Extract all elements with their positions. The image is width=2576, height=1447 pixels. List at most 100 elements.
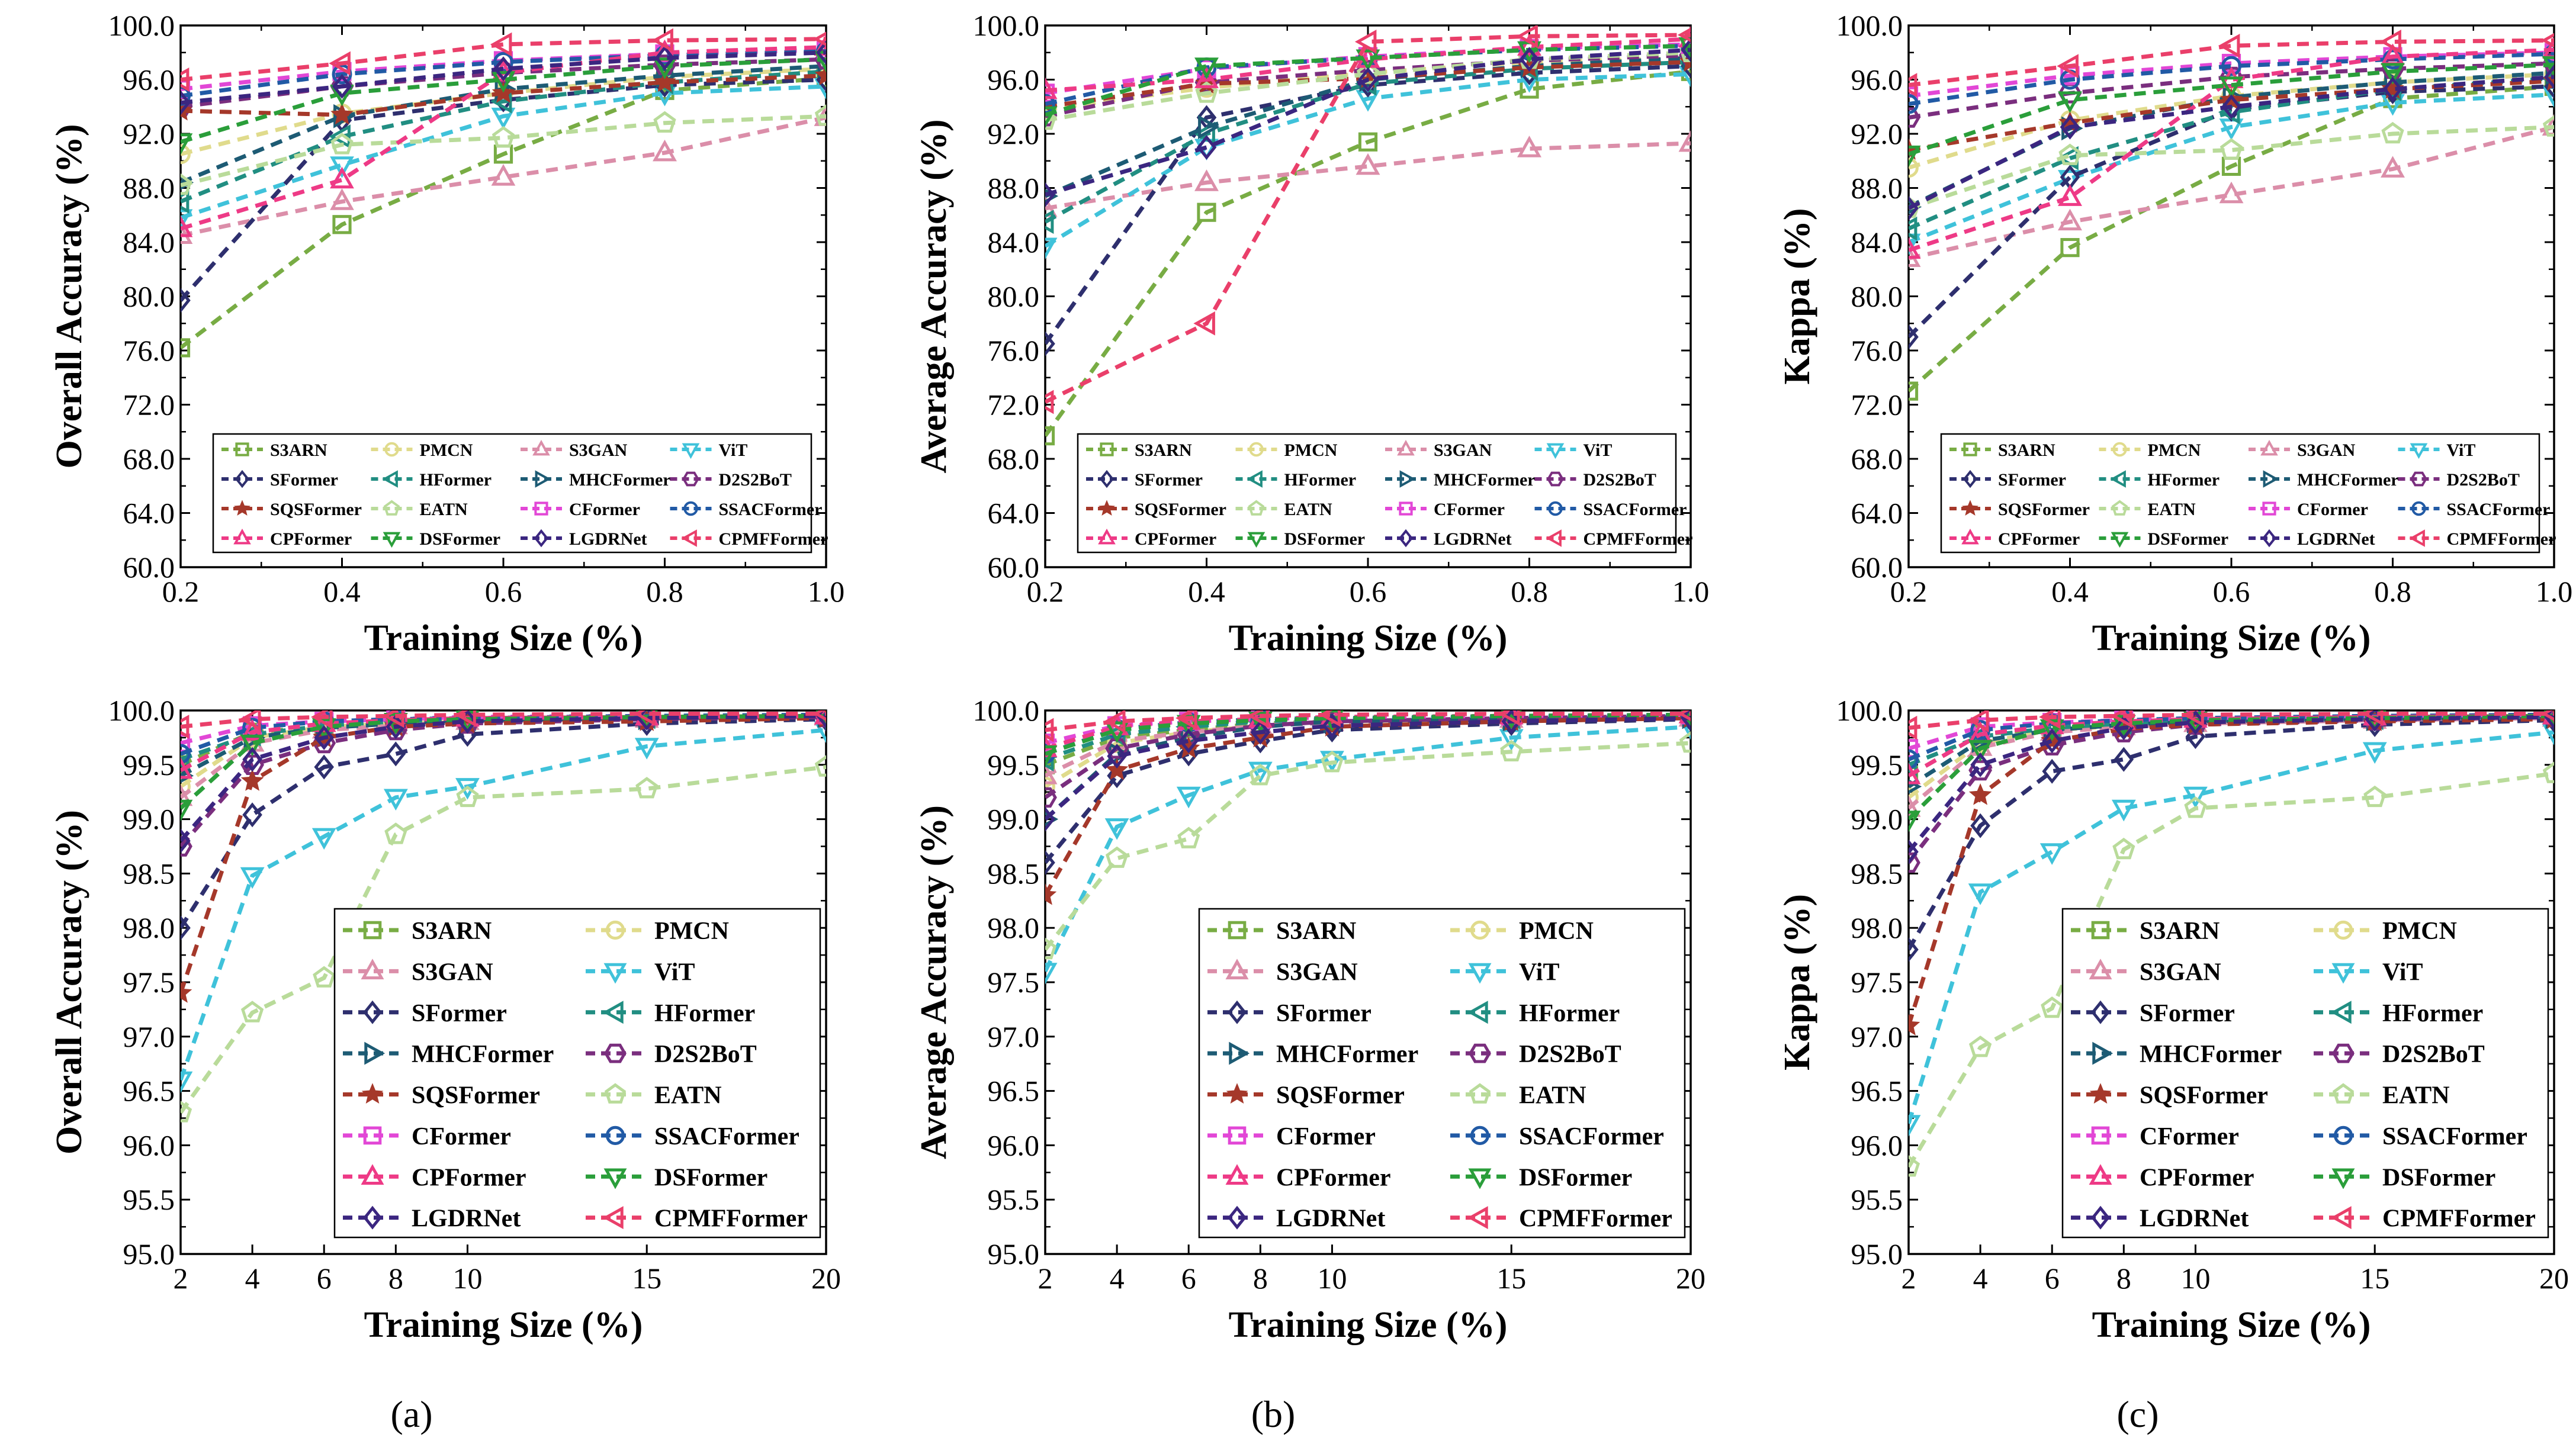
legend-marker-hformer: [1247, 470, 1263, 488]
data-point-vit: [330, 156, 354, 178]
data-point-cpmfformer: [2540, 710, 2554, 721]
legend-label-sformer: SFormer: [1276, 1000, 1371, 1027]
legend-marker-sqsformer: [2089, 1083, 2112, 1104]
legend-label-ssacformer: SSACFormer: [654, 1123, 799, 1150]
data-point-sformer: [242, 802, 262, 828]
data-point-dsformer: [1909, 145, 1921, 168]
data-point-ssacformer: [181, 86, 191, 106]
x-axis-title: Training Size (%): [2092, 618, 2371, 658]
y-tick-label: 100.0: [1836, 694, 1903, 727]
y-tick-label: 60.0: [988, 551, 1040, 584]
y-axis-title: Overall Accuracy (%): [49, 124, 89, 469]
legend-marker-s3arn: [363, 921, 382, 940]
data-point-eatn: [1909, 1155, 1920, 1177]
legend-marker-ssacformer: [2333, 1126, 2353, 1145]
legend-marker-cformer: [534, 501, 548, 516]
legend-marker-d2s2bot: [2332, 1043, 2355, 1063]
data-point-cpmfformer: [311, 710, 333, 729]
chart-bottom-b: 95.0 95.5 96.0 96.5 97.0 97.5 98.0 98.5 99.0 99.5…: [914, 694, 1705, 1345]
data-point-vit: [2542, 86, 2554, 108]
series-line-lgdrnet: [181, 713, 826, 843]
y-tick-label: 76.0: [988, 334, 1040, 367]
legend-label-s3arn: S3ARN: [1135, 440, 1192, 460]
legend-label-mhcformer: MHCFormer: [412, 1041, 554, 1068]
legend-marker-sformer: [1227, 1000, 1247, 1024]
legend-marker-sformer: [235, 470, 250, 488]
data-point-s3gan: [1356, 153, 1380, 175]
y-tick-label: 97.5: [123, 966, 175, 999]
data-point-eatn: [181, 1101, 192, 1123]
data-point-cpmfformer: [1175, 710, 1197, 731]
data-point-cformer: [181, 733, 191, 753]
data-point-sformer: [2042, 758, 2063, 784]
legend-label-eatn: EATN: [2382, 1082, 2450, 1110]
legend-label-s3gan: S3GAN: [2140, 959, 2221, 986]
data-point-lgdrnet: [181, 828, 191, 854]
series-line-sformer: [1909, 718, 2554, 951]
x-tick-label: 6: [317, 1262, 332, 1295]
legend-label-pmcn: PMCN: [654, 918, 729, 945]
legend-label-dsformer: DSFormer: [654, 1164, 767, 1191]
legend-marker-cformer: [1228, 1126, 1247, 1145]
data-point-lgdrnet: [1107, 744, 1127, 769]
y-tick-label: 64.0: [988, 497, 1040, 530]
y-tick-label: 95.5: [988, 1183, 1040, 1216]
data-point-lgdrnet: [2060, 114, 2080, 140]
data-point-sqsformer: [181, 981, 192, 1003]
series-line-eatn: [1045, 741, 1691, 951]
y-axis-title: Average Accuracy (%): [914, 805, 954, 1159]
y-tick-label: 96.0: [988, 63, 1040, 97]
x-tick-label: 2: [1038, 1262, 1053, 1295]
panel-label-c: (c): [2116, 1393, 2159, 1435]
x-axis-title: Training Size (%): [364, 618, 643, 658]
data-point-dsformer: [181, 799, 193, 822]
data-point-sformer: [1045, 331, 1055, 356]
data-point-sqsformer: [240, 769, 264, 791]
legend-marker-cpmfformer: [1546, 529, 1562, 547]
data-point-lgdrnet: [1045, 182, 1055, 207]
data-point-cpformer: [1909, 763, 1921, 784]
data-point-cpmfformer: [1516, 25, 1538, 49]
data-point-cpformer: [2542, 37, 2554, 59]
y-tick-label: 100.0: [108, 9, 175, 42]
legend-marker-pmcn: [384, 442, 399, 457]
legend-marker-pmcn: [605, 920, 625, 940]
data-point-mhcformer: [2545, 60, 2554, 85]
legend-label-vit: ViT: [1583, 440, 1613, 460]
y-tick-label: 97.0: [1851, 1020, 1903, 1053]
legend: S3ARN PMCN S3GAN ViT SFormer HFormer MHCFormer…: [2061, 908, 2549, 1239]
data-point-cpmfformer: [1909, 73, 1917, 98]
data-point-vit: [240, 867, 265, 889]
y-tick-label: 98.5: [988, 857, 1040, 890]
data-point-lgdrnet: [1681, 37, 1691, 63]
legend-label-vit: ViT: [1519, 959, 1559, 986]
legend-marker-cpformer: [1961, 528, 1979, 545]
data-point-eatn: [2058, 143, 2082, 165]
data-point-eatn: [2041, 996, 2064, 1018]
data-point-d2s2bot: [1679, 45, 1691, 66]
y-tick-label: 99.5: [988, 748, 1040, 782]
data-point-cpmfformer: [2039, 710, 2061, 729]
data-point-eatn: [1249, 764, 1272, 786]
x-tick-label: 0.8: [1511, 575, 1548, 608]
data-point-cpmfformer: [1967, 710, 1989, 732]
legend-marker-cpformer: [233, 528, 251, 545]
legend-label-sformer: SFormer: [2140, 1000, 2235, 1027]
data-point-cpmfformer: [2362, 710, 2384, 726]
x-tick-label: 6: [2045, 1262, 2060, 1295]
data-point-cpmfformer: [1319, 710, 1341, 727]
legend-label-vit: ViT: [2382, 959, 2423, 986]
data-point-lgdrnet: [1519, 47, 1540, 72]
data-point-ssacformer: [1045, 94, 1055, 114]
data-point-vit: [1176, 786, 1201, 809]
legend-marker-dsformer: [1247, 532, 1265, 548]
data-point-vit: [1248, 761, 1273, 784]
data-point-cpformer: [1194, 66, 1219, 88]
series-group: [1045, 25, 1691, 446]
legend-label-s3arn: S3ARN: [1998, 440, 2055, 460]
x-tick-label: 0.6: [2213, 575, 2250, 608]
y-tick-label: 100.0: [973, 9, 1040, 42]
data-point-cpformer: [814, 34, 826, 56]
data-point-eatn: [2184, 796, 2207, 818]
